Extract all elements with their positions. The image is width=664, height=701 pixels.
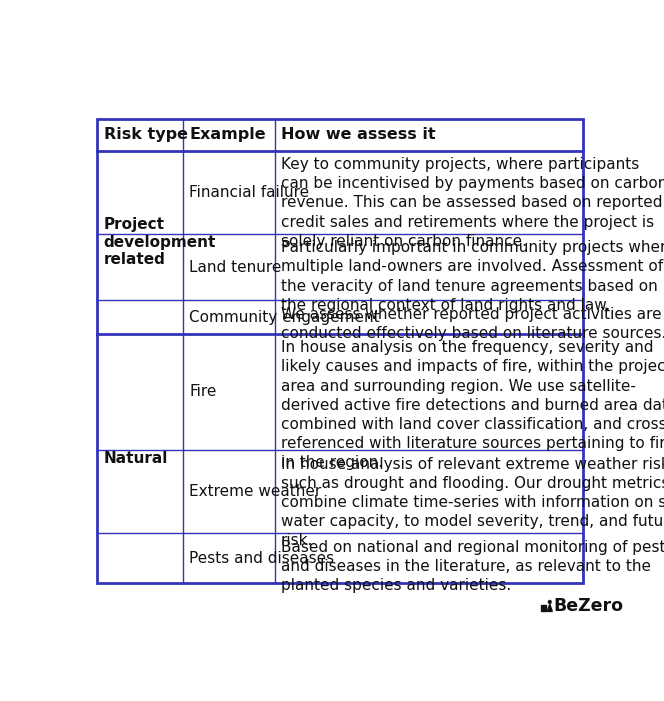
Text: Key to community projects, where participants
can be incentivised by payments ba: Key to community projects, where partici… bbox=[281, 157, 664, 249]
Text: Based on national and regional monitoring of pests
and diseases in the literatur: Based on national and regional monitorin… bbox=[281, 540, 664, 593]
Text: Extreme weather: Extreme weather bbox=[189, 484, 321, 499]
Text: Example: Example bbox=[189, 128, 266, 142]
Text: How we assess it: How we assess it bbox=[281, 128, 436, 142]
Bar bbox=[98, 119, 583, 583]
Text: Pests and diseases: Pests and diseases bbox=[189, 551, 334, 566]
Text: Particularly important in community projects where
multiple land-owners are invo: Particularly important in community proj… bbox=[281, 240, 664, 313]
Text: Risk type: Risk type bbox=[104, 128, 188, 142]
Text: In house analysis of relevant extreme weather risks
such as drought and flooding: In house analysis of relevant extreme we… bbox=[281, 456, 664, 548]
Text: Natural: Natural bbox=[104, 451, 168, 466]
Text: Fire: Fire bbox=[189, 384, 216, 400]
Polygon shape bbox=[547, 604, 552, 611]
Text: Community engagement: Community engagement bbox=[189, 310, 380, 325]
Text: Financial failure: Financial failure bbox=[189, 184, 309, 200]
Text: Land tenure: Land tenure bbox=[189, 259, 282, 275]
Bar bbox=[541, 605, 546, 611]
Text: Project
development
related: Project development related bbox=[104, 217, 216, 267]
Circle shape bbox=[548, 601, 551, 604]
Text: In house analysis on the frequency, severity and
likely causes and impacts of fi: In house analysis on the frequency, seve… bbox=[281, 340, 664, 470]
Text: We assess whether reported project activities are
conducted effectively based on: We assess whether reported project activ… bbox=[281, 307, 664, 341]
Text: BeZero: BeZero bbox=[554, 597, 623, 615]
